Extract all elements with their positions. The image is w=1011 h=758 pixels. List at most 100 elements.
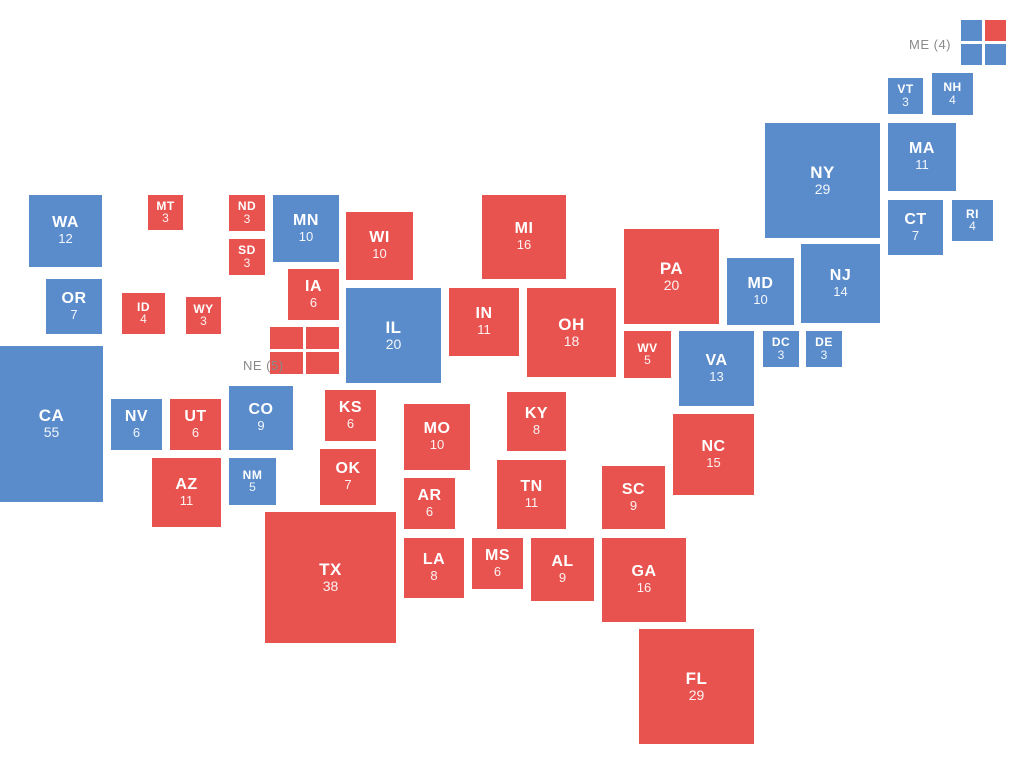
state-abbr: OH — [558, 314, 585, 334]
state-vt: VT 3 — [888, 78, 923, 114]
state-nj: NJ 14 — [801, 244, 880, 323]
electoral-votes: 18 — [563, 332, 580, 349]
state-mt: MT 3 — [148, 195, 183, 230]
state-abbr: NV — [124, 407, 149, 425]
electoral-votes: 7 — [911, 227, 920, 243]
electoral-votes: 11 — [524, 494, 539, 510]
electoral-votes: 6 — [309, 294, 318, 310]
district-cell — [961, 20, 982, 41]
electoral-votes: 29 — [814, 180, 831, 197]
state-de: DE 3 — [806, 331, 842, 367]
state-abbr: MA — [909, 140, 935, 158]
state-ks: KS 6 — [325, 390, 376, 441]
state-abbr: AZ — [175, 475, 198, 493]
electoral-votes: 3 — [243, 255, 251, 270]
state-tx: TX 38 — [265, 512, 396, 643]
state-sc: SC 9 — [602, 466, 665, 529]
state-abbr: CT — [904, 210, 927, 228]
electoral-votes: 10 — [429, 437, 445, 453]
state-co: CO 9 — [229, 386, 293, 450]
state-va: VA 13 — [679, 331, 754, 406]
state-ms: MS 6 — [472, 538, 523, 589]
state-wv: WV 5 — [624, 331, 671, 378]
state-ri: RI 4 — [952, 200, 993, 241]
state-al: AL 9 — [531, 538, 594, 601]
district-cell — [306, 352, 339, 374]
state-ia: IA 6 — [288, 269, 339, 320]
state-sd: SD 3 — [229, 239, 265, 275]
electoral-votes: 3 — [902, 94, 909, 109]
electoral-votes: 55 — [43, 424, 60, 441]
split-state-label: NE (5) — [243, 358, 284, 373]
state-ut: UT 6 — [170, 399, 221, 450]
state-abbr: IN — [475, 305, 493, 323]
electoral-votes: 9 — [558, 569, 567, 585]
state-abbr: WI — [369, 229, 390, 247]
state-abbr: WY — [193, 301, 214, 316]
district-cell — [985, 20, 1006, 41]
state-abbr: MI — [514, 220, 534, 238]
split-state-ne — [270, 327, 339, 374]
state-abbr: RI — [966, 206, 979, 221]
state-abbr: TN — [520, 477, 543, 495]
state-nh: NH 4 — [932, 73, 973, 115]
state-mo: MO 10 — [404, 404, 470, 470]
state-abbr: IL — [385, 317, 402, 337]
state-nd: ND 3 — [229, 195, 265, 231]
state-abbr: MS — [485, 546, 510, 564]
state-abbr: SD — [238, 243, 256, 258]
state-ga: GA 16 — [602, 538, 686, 622]
state-abbr: WV — [637, 340, 658, 355]
district-cell — [270, 352, 303, 374]
electoral-votes: 8 — [430, 568, 438, 584]
electoral-votes: 20 — [385, 335, 402, 352]
state-abbr: FL — [685, 668, 708, 688]
state-abbr: OK — [335, 460, 361, 478]
electoral-votes: 12 — [58, 231, 73, 247]
state-il: IL 20 — [346, 288, 441, 383]
state-abbr: KY — [524, 404, 549, 422]
state-ky: KY 8 — [507, 392, 566, 451]
state-or: OR 7 — [46, 279, 102, 334]
state-abbr: MD — [747, 274, 774, 292]
electoral-votes: 7 — [344, 477, 352, 493]
state-abbr: TX — [319, 559, 342, 579]
state-fl: FL 29 — [639, 629, 754, 744]
state-abbr: MT — [156, 198, 175, 213]
state-md: MD 10 — [727, 258, 794, 325]
state-oh: OH 18 — [527, 288, 616, 377]
state-nm: NM 5 — [229, 458, 276, 505]
district-cell — [270, 327, 303, 349]
state-abbr: OR — [61, 289, 87, 307]
electoral-votes: 10 — [298, 228, 314, 244]
district-cell — [985, 44, 1006, 65]
state-abbr: MO — [423, 420, 451, 438]
electoral-votes: 5 — [249, 480, 256, 495]
state-abbr: NM — [242, 467, 263, 482]
state-abbr: IA — [305, 277, 322, 295]
state-mn: MN 10 — [273, 195, 339, 262]
state-abbr: AL — [551, 552, 574, 570]
electoral-votes: 3 — [162, 211, 169, 226]
electoral-votes: 8 — [532, 421, 541, 437]
electoral-votes: 4 — [949, 92, 956, 107]
electoral-votes: 10 — [372, 246, 387, 262]
state-tn: TN 11 — [497, 460, 566, 529]
state-abbr: GA — [631, 563, 657, 581]
electoral-votes: 6 — [132, 424, 141, 440]
state-abbr: LA — [422, 551, 446, 569]
electoral-votes: 20 — [663, 276, 680, 293]
electoral-votes: 16 — [516, 237, 532, 253]
electoral-votes: 9 — [257, 418, 265, 434]
electoral-votes: 6 — [425, 503, 434, 519]
state-abbr: NH — [943, 80, 962, 95]
state-abbr: ID — [137, 299, 150, 314]
electoral-votes: 38 — [322, 577, 339, 594]
state-nv: NV 6 — [111, 399, 162, 450]
electoral-votes: 3 — [243, 211, 251, 226]
state-ct: CT 7 — [888, 200, 943, 255]
state-in: IN 11 — [449, 288, 519, 356]
state-pa: PA 20 — [624, 229, 719, 324]
split-state-me — [961, 20, 1006, 65]
